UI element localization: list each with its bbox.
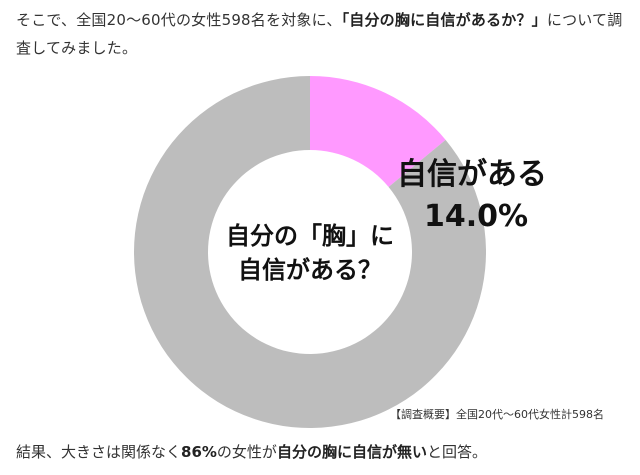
intro-paragraph: そこで、全国20～60代の女性598名を対象に、「自分の胸に自信があるか？」につ… [16,6,628,62]
result-paragraph: 結果、大きさは関係なく86%の女性が自分の胸に自信が無いと回答。 [16,438,628,466]
intro-question: 「自分の胸に自信があるか？」 [341,11,547,29]
center-label-line-2: 自信がある？ [238,256,382,284]
donut-slice-1 [134,76,486,428]
donut-chart-image: 自信がある 14.0% 自分の「胸」に 自信がある？ 【調査概要】全国20代～60代女… [14,76,626,428]
donut-slice-0 [310,76,446,187]
slice-label-confident: 自信がある [397,157,547,192]
result-text-2: の女性が [216,443,277,461]
slice-value-confident: 14.0% [424,199,528,234]
result-emphasis: 自分の胸に自信が無い [276,443,427,461]
intro-text-start: そこで、全国20～60代の女性598名を対象に、 [16,11,342,29]
survey-note: 【調査概要】全国20代～60代女性計598名 [390,408,604,421]
result-percent: 86% [181,443,217,461]
donut-chart: 自信がある 14.0% 自分の「胸」に自信がある？ [134,76,547,428]
intro-text-end: について調査してみました。 [16,11,623,57]
center-label-line-1: 自分の「胸」に [226,222,394,250]
result-text-1: 結果、大きさは関係なく [16,443,182,461]
result-text-3: と回答。 [426,443,487,461]
